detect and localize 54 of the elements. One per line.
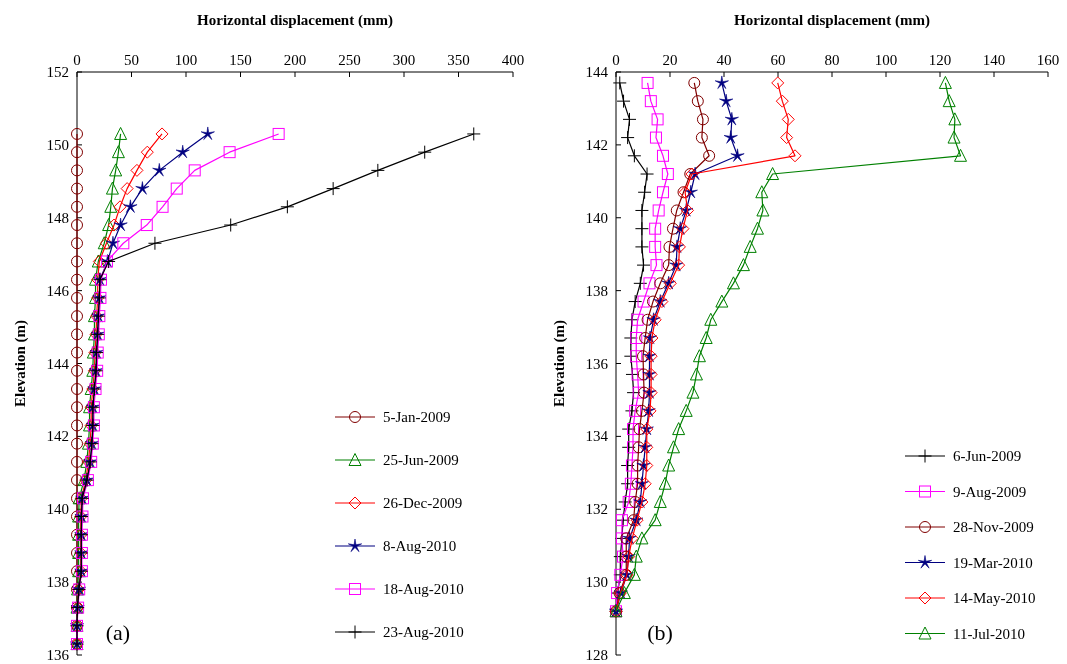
y-tick-label: 150 xyxy=(46,136,69,153)
x-tick-label: 300 xyxy=(392,52,416,68)
x-tick-label: 120 xyxy=(928,52,952,68)
legend-label: 14-May-2010 xyxy=(953,590,1036,606)
x-tick-label: 0 xyxy=(612,52,620,68)
y-tick-label: 136 xyxy=(46,647,70,663)
annotation: (b) xyxy=(647,620,673,645)
y-tick-label: 134 xyxy=(585,428,609,445)
x-tick-label: 350 xyxy=(447,52,470,68)
legend-label: 5-Jan-2009 xyxy=(383,409,451,425)
x-tick-label: 40 xyxy=(716,52,732,68)
legend-label: 26-Dec-2009 xyxy=(383,495,463,511)
annotation: (a) xyxy=(105,620,131,645)
x-tick-label: 60 xyxy=(770,52,786,68)
x-tick-label: 200 xyxy=(283,52,307,68)
legend-label: 28-Nov-2009 xyxy=(953,519,1034,535)
y-tick-label: 140 xyxy=(585,209,608,226)
y-tick-label: 130 xyxy=(585,574,608,591)
x-axis-title: Horizontal displacement (mm) xyxy=(734,12,930,29)
legend-label: 6-Jun-2009 xyxy=(953,448,1022,464)
x-tick-label: 150 xyxy=(229,52,252,68)
y-tick-label: 142 xyxy=(585,136,608,153)
x-axis-title: Horizontal displacement (mm) xyxy=(197,12,393,29)
legend-label: 19-Mar-2010 xyxy=(953,554,1033,571)
y-tick-label: 138 xyxy=(585,282,608,299)
legend-label: 9-Aug-2009 xyxy=(953,483,1027,500)
y-tick-label: 128 xyxy=(585,647,608,663)
x-tick-label: 250 xyxy=(338,52,361,68)
y-tick-label: 152 xyxy=(46,64,69,80)
x-tick-label: 50 xyxy=(124,52,139,68)
x-tick-label: 140 xyxy=(982,52,1006,68)
y-tick-label: 140 xyxy=(46,501,69,518)
y-axis-title: Elevation (m) xyxy=(12,319,29,408)
legend-label: 8-Aug-2010 xyxy=(383,538,457,554)
legend-label: 23-Aug-2010 xyxy=(383,624,464,640)
x-tick-label: 100 xyxy=(874,52,898,68)
legend-label: 18-Aug-2010 xyxy=(383,581,464,597)
legend-label: 11-Jul-2010 xyxy=(953,625,1025,642)
y-axis-title: Elevation (m) xyxy=(551,319,568,408)
x-tick-label: 80 xyxy=(824,52,840,68)
y-tick-label: 138 xyxy=(46,574,69,591)
y-tick-label: 146 xyxy=(46,282,70,299)
y-tick-label: 144 xyxy=(46,355,70,372)
y-tick-label: 132 xyxy=(585,501,608,518)
legend-label: 25-Jun-2009 xyxy=(383,452,459,468)
x-tick-label: 0 xyxy=(73,52,81,68)
y-tick-label: 148 xyxy=(46,209,69,226)
x-tick-label: 400 xyxy=(501,52,525,68)
y-tick-label: 136 xyxy=(585,355,609,372)
y-tick-label: 142 xyxy=(46,428,69,445)
y-tick-label: 144 xyxy=(585,64,609,80)
x-tick-label: 100 xyxy=(174,52,198,68)
x-tick-label: 160 xyxy=(1036,52,1060,68)
x-tick-label: 20 xyxy=(662,52,678,68)
